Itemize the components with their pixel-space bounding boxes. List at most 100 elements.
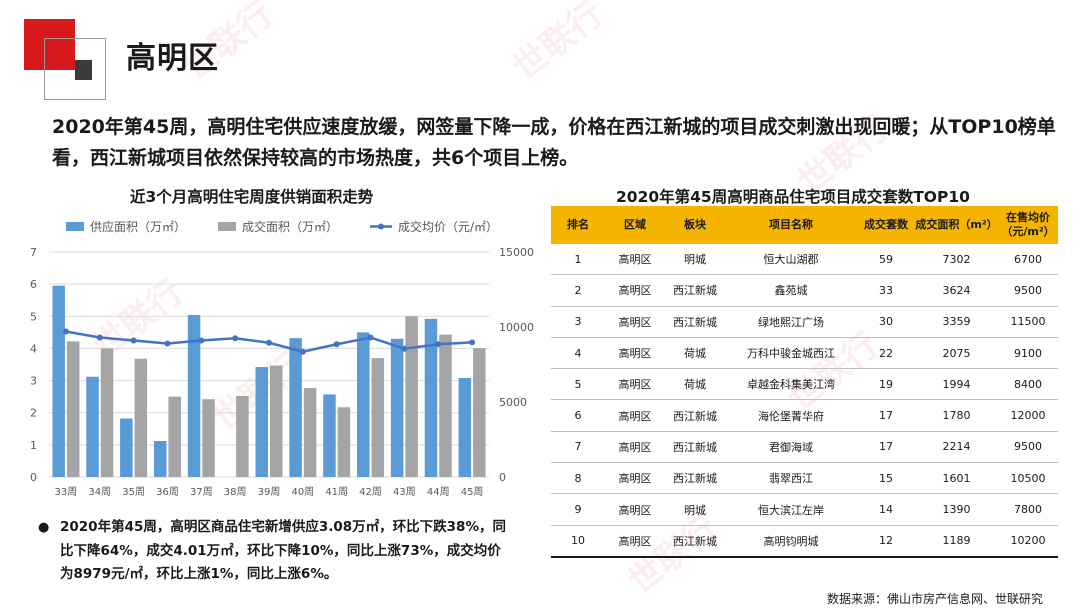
x-tick-label: 44周	[427, 486, 450, 498]
y2-tick-label: 5000	[499, 396, 527, 409]
col-header-district: 区域	[605, 206, 665, 244]
table-row: 8 高明区 西江新城 翡翠西江 15 1601 10500	[551, 462, 1058, 495]
col-header-area: 成交面积（m²）	[915, 206, 998, 244]
cell-area: 1994	[915, 368, 998, 401]
cell-district: 高明区	[605, 525, 665, 558]
x-tick-label: 43周	[393, 486, 416, 498]
col-header-units: 成交套数	[857, 206, 915, 244]
cell-price: 8400	[998, 368, 1058, 401]
cell-units: 33	[857, 274, 915, 307]
cell-rank: 4	[551, 337, 605, 370]
chart-title: 近3个月高明住宅周度供销面积走势	[130, 188, 374, 206]
cell-rank: 5	[551, 368, 605, 401]
line-point	[401, 345, 408, 352]
cell-rank: 6	[551, 399, 605, 432]
cell-price: 6700	[998, 244, 1058, 276]
y-tick-label: 4	[30, 342, 37, 355]
table-row: 7 高明区 西江新城 君御海域 17 2214 9500	[551, 431, 1058, 464]
y-tick-label: 7	[30, 246, 37, 259]
cell-units: 22	[857, 337, 915, 370]
cell-project: 万科中骏金城西江	[725, 337, 857, 370]
cell-project: 海伦堡菁华府	[725, 399, 857, 432]
line-point	[232, 335, 239, 342]
bar	[390, 338, 404, 477]
line-point	[164, 340, 171, 347]
legend-label: 成交均价（元/㎡）	[398, 219, 498, 234]
bar	[357, 332, 370, 477]
bar	[86, 376, 99, 477]
cell-block: 明城	[665, 493, 725, 526]
cell-rank: 3	[551, 306, 605, 338]
bar	[405, 316, 418, 477]
x-tick-label: 45周	[461, 486, 484, 498]
line-point	[62, 328, 69, 335]
line-point	[96, 334, 103, 341]
cell-area: 2075	[915, 337, 998, 370]
cell-price: 11500	[998, 306, 1058, 338]
cell-project: 鑫苑城	[725, 274, 857, 307]
cell-price: 12000	[998, 399, 1058, 432]
headline: 2020年第45周，高明住宅供应速度放缓，网签量下降一成，价格在西江新城的项目成…	[52, 116, 1056, 169]
cell-block: 西江新城	[665, 431, 725, 464]
cell-rank: 1	[551, 244, 605, 276]
y-tick-label: 5	[30, 310, 37, 323]
cell-block: 西江新城	[665, 274, 725, 307]
cell-area: 3624	[915, 274, 998, 307]
line-point	[333, 341, 340, 348]
cell-units: 30	[857, 306, 915, 338]
table-row: 10 高明区 西江新城 高明钧明城 12 1189 10200	[551, 525, 1058, 558]
cell-block: 荷城	[665, 337, 725, 370]
bar	[120, 418, 133, 477]
cell-rank: 10	[551, 525, 605, 558]
y2-tick-label: 10000	[499, 321, 534, 334]
y-tick-label: 0	[30, 471, 37, 484]
x-tick-label: 34周	[88, 486, 111, 498]
table-row: 6 高明区 西江新城 海伦堡菁华府 17 1780 12000	[551, 399, 1058, 432]
summary-paragraph: ● 2020年第45周，高明区商品住宅新增供应3.08万㎡，环比下跌38%，同比…	[38, 516, 510, 587]
summary-text: 2020年第45周，高明区商品住宅新增供应3.08万㎡，环比下跌38%，同比下降…	[60, 519, 506, 582]
cell-project: 卓越金科集美江湾	[725, 368, 857, 401]
bar	[323, 394, 336, 477]
legend-marker	[378, 223, 384, 230]
cell-units: 17	[857, 399, 915, 432]
cell-district: 高明区	[605, 431, 665, 464]
line-point	[469, 339, 476, 346]
logo-dark-square	[75, 60, 92, 80]
cell-district: 高明区	[605, 337, 665, 370]
table-row: 1 高明区 明城 恒大山湖郡 59 7302 6700	[551, 244, 1058, 276]
cell-block: 明城	[665, 244, 725, 276]
table-row: 2 高明区 西江新城 鑫苑城 33 3624 9500	[551, 274, 1058, 307]
table-row: 5 高明区 荷城 卓越金科集美江湾 19 1994 8400	[551, 368, 1058, 401]
bar	[270, 365, 283, 477]
bar	[187, 315, 201, 477]
table-header-row: 排名 区域 板块 项目名称 成交套数 成交面积（m²） 在售均价（元/m²）	[551, 206, 1058, 244]
cell-units: 14	[857, 493, 915, 526]
cell-units: 17	[857, 431, 915, 464]
cell-area: 1780	[915, 399, 998, 432]
cell-district: 高明区	[605, 368, 665, 401]
cell-area: 3359	[915, 306, 998, 338]
col-header-rank: 排名	[551, 206, 605, 244]
bar	[236, 396, 249, 477]
cell-rank: 9	[551, 493, 605, 526]
x-tick-label: 39周	[258, 486, 281, 498]
bullet-icon: ●	[38, 520, 50, 535]
x-tick-label: 38周	[224, 486, 247, 498]
table-title: 2020年第45周高明商品住宅项目成交套数TOP10	[616, 188, 970, 206]
cell-units: 12	[857, 525, 915, 558]
cell-area: 7302	[915, 244, 998, 276]
bar	[439, 334, 452, 477]
cell-area: 2214	[915, 431, 998, 464]
table-row: 3 高明区 西江新城 绿地熙江广场 30 3359 11500	[551, 306, 1058, 338]
y2-tick-label: 15000	[499, 246, 534, 259]
cell-price: 9500	[998, 431, 1058, 464]
bar	[337, 407, 351, 477]
x-tick-label: 35周	[122, 486, 145, 498]
table-row: 9 高明区 明城 恒大滨江左岸 14 1390 7800	[551, 493, 1058, 526]
top10-table: 排名 区域 板块 项目名称 成交套数 成交面积（m²） 在售均价（元/m²） 1…	[551, 206, 1058, 558]
legend-swatch	[218, 222, 236, 231]
y-tick-label: 1	[30, 439, 37, 452]
cell-units: 59	[857, 244, 915, 276]
x-tick-label: 36周	[156, 486, 179, 498]
bar	[424, 318, 438, 477]
